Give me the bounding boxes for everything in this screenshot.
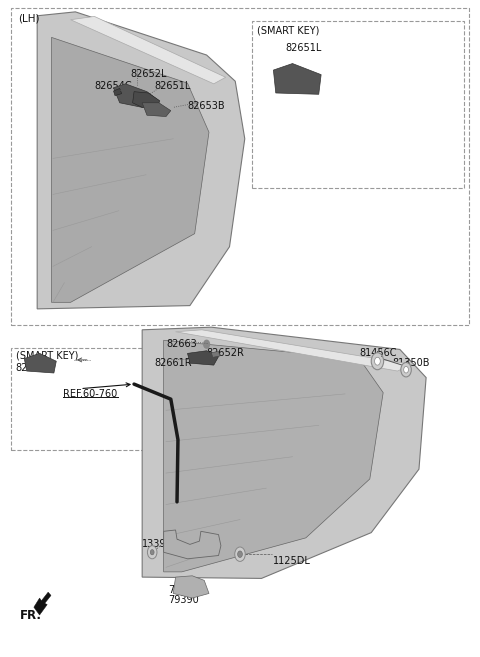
Polygon shape [164,530,221,559]
Circle shape [401,363,411,377]
Text: 82652L: 82652L [130,70,167,79]
Circle shape [204,340,209,348]
Bar [11,348,152,449]
Polygon shape [132,92,160,108]
Circle shape [147,546,157,559]
Polygon shape [114,89,121,96]
Text: (LH): (LH) [18,13,39,23]
Text: 1125DL: 1125DL [274,556,312,566]
Text: 82654C: 82654C [95,81,132,91]
Text: 82652R: 82652R [206,348,244,358]
Polygon shape [34,592,51,615]
Polygon shape [37,12,245,309]
Polygon shape [173,576,209,598]
Text: 82661R: 82661R [154,358,192,368]
Text: (SMART KEY): (SMART KEY) [16,351,78,361]
Polygon shape [164,340,383,572]
Polygon shape [274,64,321,95]
Text: 82653B: 82653B [188,101,225,111]
Circle shape [235,547,245,561]
Text: REF.60-760: REF.60-760 [63,389,118,399]
Text: 82663: 82663 [166,339,197,349]
Polygon shape [114,84,159,107]
Text: 82661R: 82661R [16,363,53,373]
Text: 81350B: 81350B [393,358,430,368]
Circle shape [404,367,408,373]
Polygon shape [176,330,412,371]
Polygon shape [211,351,220,357]
Text: 79390: 79390 [168,595,199,605]
Circle shape [371,353,384,370]
Text: 82651L: 82651L [285,43,322,53]
Bar [11,8,469,325]
Polygon shape [71,16,226,84]
Polygon shape [188,351,218,365]
Text: (SMART KEY): (SMART KEY) [257,26,319,35]
Circle shape [238,551,242,558]
Text: 81456C: 81456C [360,348,397,358]
Polygon shape [142,327,426,578]
Text: 1339CC: 1339CC [142,539,180,549]
Text: 82651L: 82651L [154,81,191,91]
Polygon shape [142,102,171,116]
Text: FR.: FR. [20,608,42,622]
Polygon shape [51,37,209,302]
Polygon shape [24,353,56,373]
Text: 79380: 79380 [168,585,199,595]
Circle shape [374,357,380,365]
Circle shape [150,550,154,555]
Bar [252,21,464,188]
